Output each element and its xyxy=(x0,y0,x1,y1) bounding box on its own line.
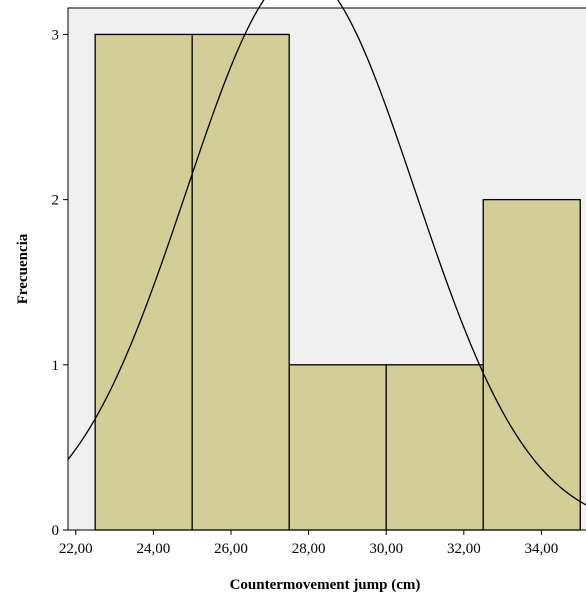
x-tick-label: 24,00 xyxy=(136,541,170,557)
x-tick-label: 32,00 xyxy=(447,541,481,557)
histogram-bars xyxy=(94,33,581,531)
normal-curve xyxy=(67,0,586,506)
y-tick-label: 3 xyxy=(52,27,60,43)
x-tick-label: 28,00 xyxy=(292,541,326,557)
y-tick-label: 0 xyxy=(52,523,60,539)
histogram-bar-3 xyxy=(288,364,387,531)
x-tick-label: 26,00 xyxy=(214,541,248,557)
x-tick-label: 22,00 xyxy=(59,541,93,557)
x-tick-label: 34,00 xyxy=(525,541,559,557)
histogram-bar-5 xyxy=(482,198,581,531)
x-axis-title: Countermovement jump (cm) xyxy=(230,577,421,593)
histogram-bar-2 xyxy=(191,33,290,531)
y-tick-label: 1 xyxy=(52,358,60,374)
y-tick-label: 2 xyxy=(52,193,60,209)
y-axis-title: Frecuencia xyxy=(15,233,31,304)
histogram-bar-4 xyxy=(385,364,484,531)
histogram-bar-1 xyxy=(94,33,193,531)
x-tick-label: 30,00 xyxy=(369,541,403,557)
axes: 0 1 2 3 22,00 24,00 26,00 28,00 30,00 32,00 34,00 xyxy=(52,8,586,557)
